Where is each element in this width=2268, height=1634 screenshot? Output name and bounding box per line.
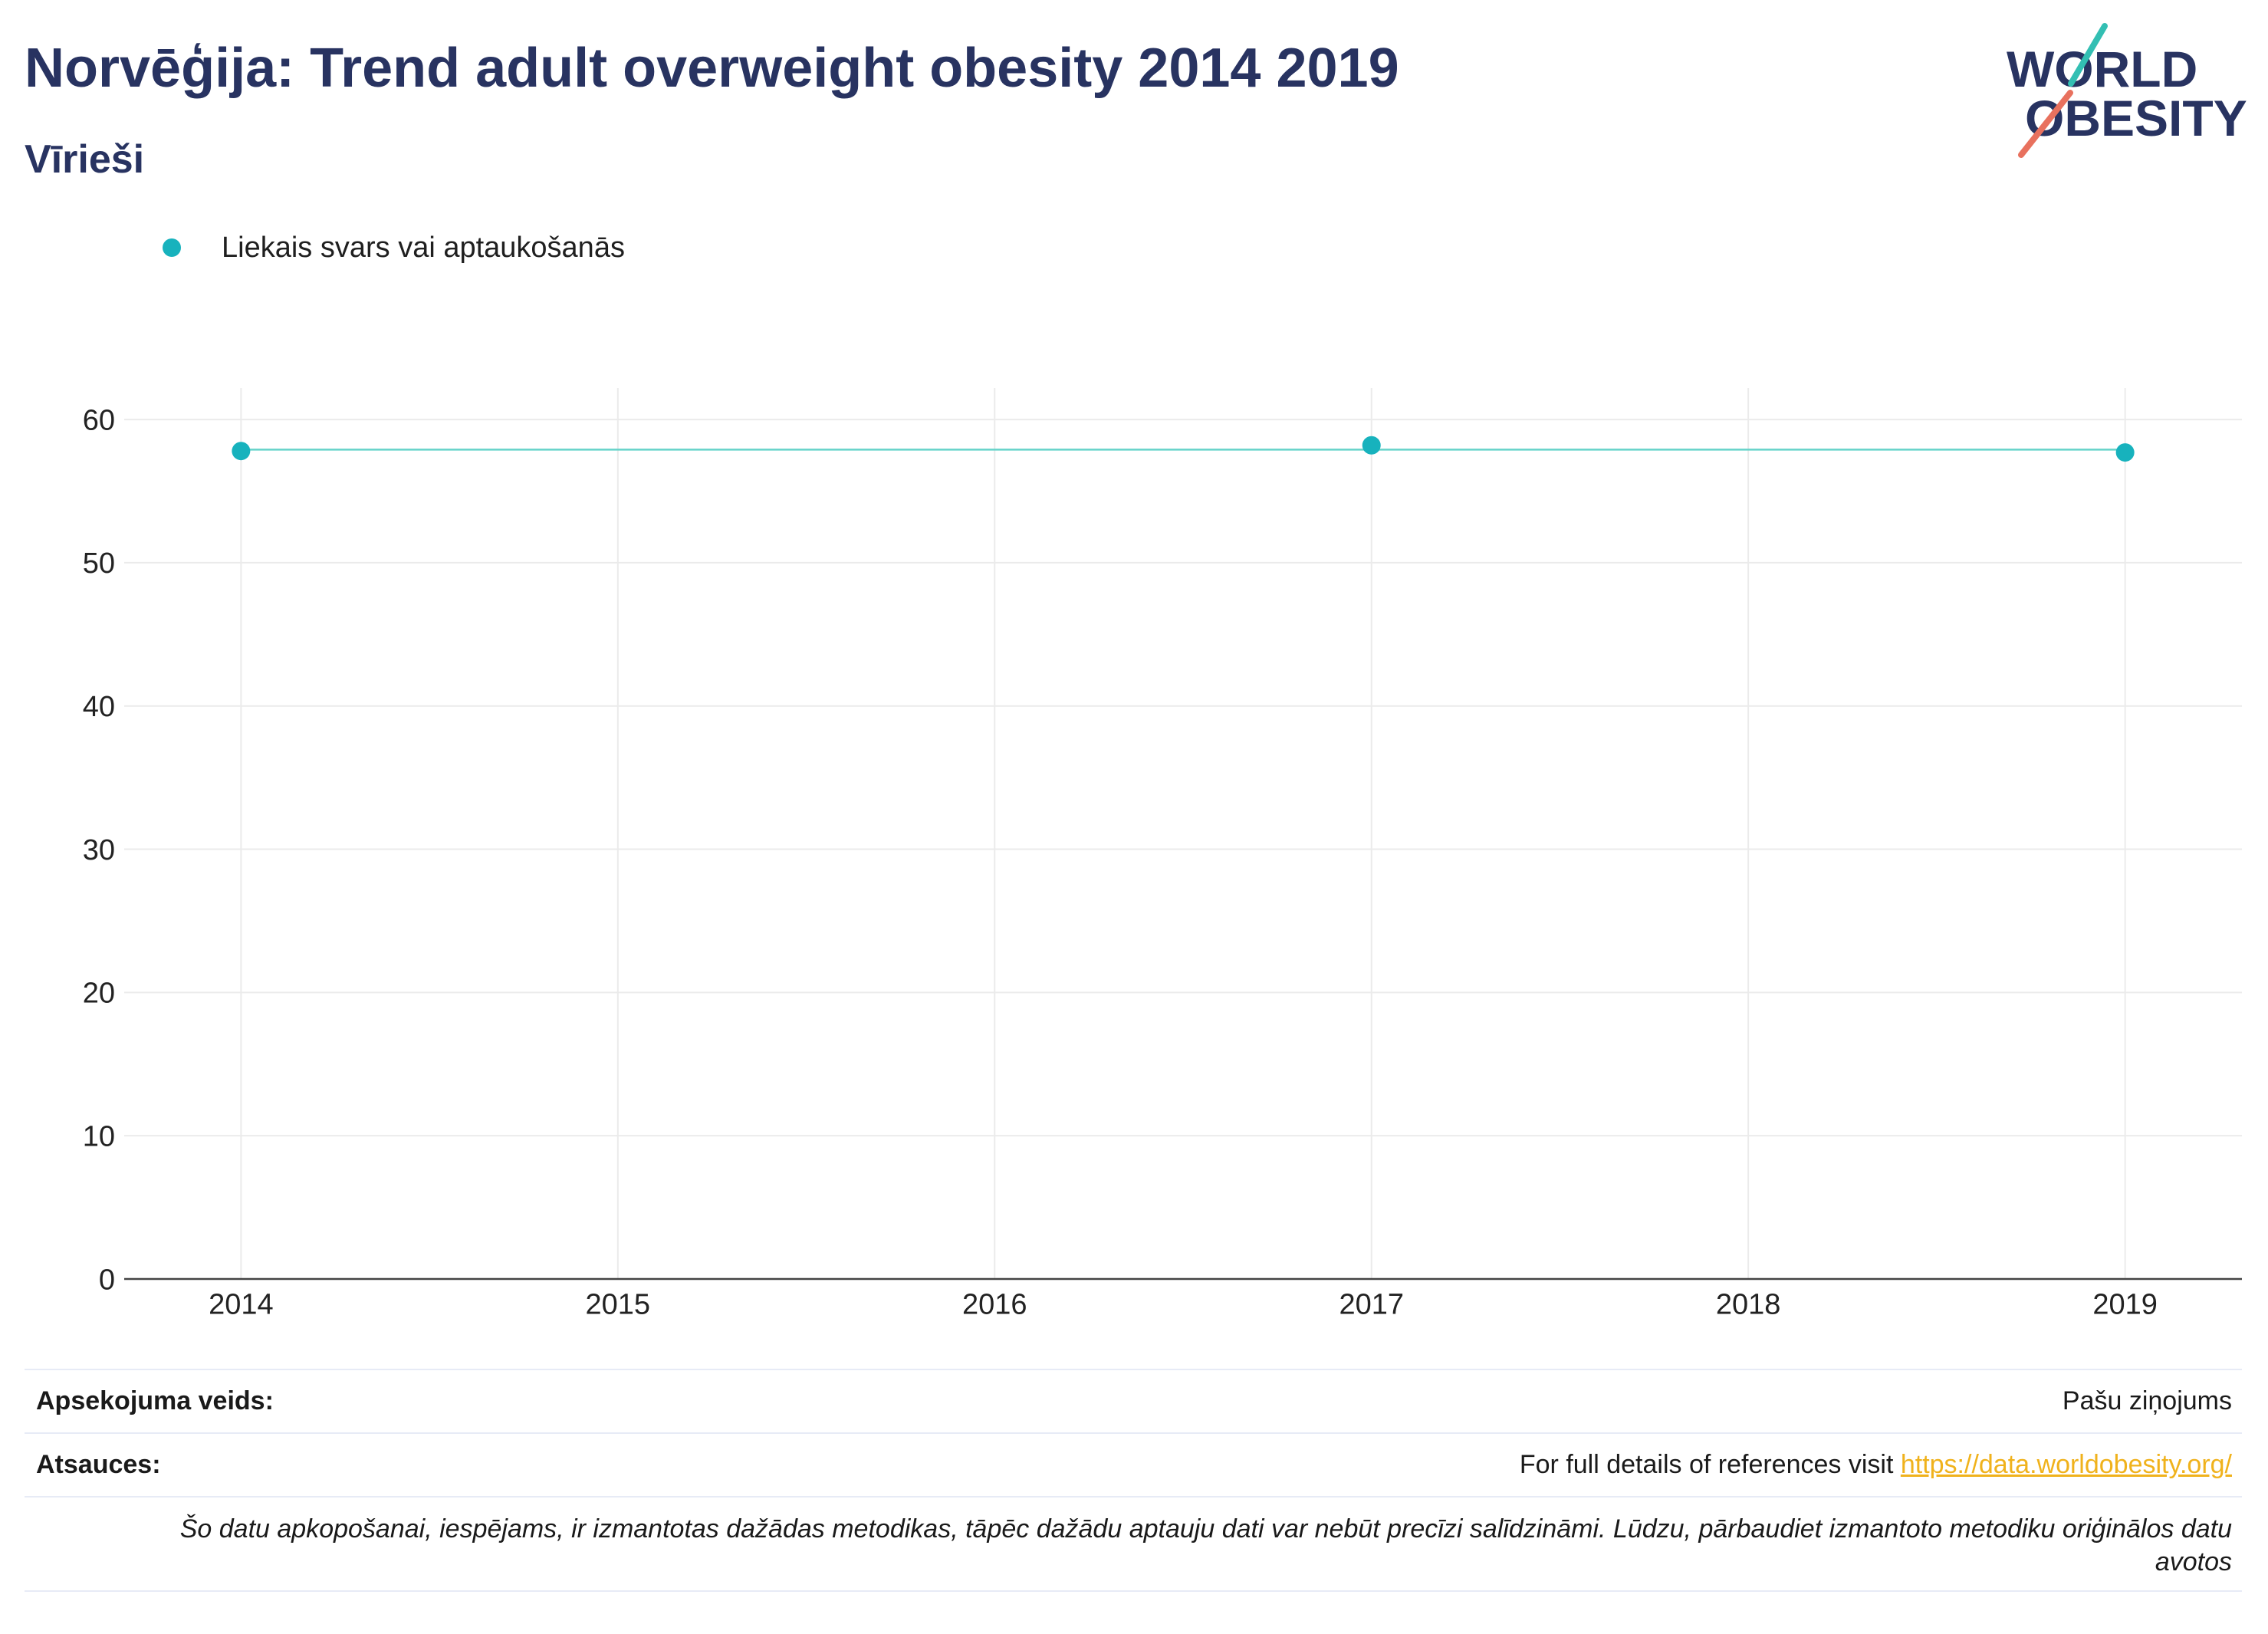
- chart-legend: Liekais svars vai aptaukošanās: [153, 228, 625, 267]
- data-point: [232, 442, 251, 461]
- data-point: [1362, 436, 1381, 455]
- methodology-note-row: Šo datu apkopošanai, iespējams, ir izman…: [25, 1498, 2242, 1592]
- references-value: For full details of references visit htt…: [1520, 1450, 2232, 1480]
- references-text: For full details of references visit: [1519, 1450, 1901, 1479]
- logo-word-world: WORLD: [2007, 41, 2197, 97]
- references-link[interactable]: https://data.worldobesity.org/: [1900, 1450, 2232, 1479]
- logo-coral-slash: [2018, 90, 2073, 158]
- y-tick-label: 10: [83, 1120, 115, 1152]
- references-label: Atsauces:: [36, 1450, 161, 1479]
- logo-word-obesity: OBESITY: [2025, 90, 2247, 146]
- survey-type-row: Apsekojuma veids: Pašu ziņojums: [25, 1370, 2242, 1434]
- chart-footer: Apsekojuma veids: Pašu ziņojums Atsauces…: [25, 1369, 2242, 1592]
- legend-marker: [163, 238, 181, 257]
- y-tick-label: 0: [99, 1264, 115, 1296]
- references-row: Atsauces: For full details of references…: [25, 1434, 2242, 1498]
- x-tick-label: 2019: [2092, 1288, 2158, 1320]
- y-tick-label: 60: [83, 404, 115, 436]
- x-tick-label: 2014: [209, 1288, 274, 1320]
- x-tick-label: 2018: [1716, 1288, 1781, 1320]
- chart-subtitle: Vīrieši: [25, 137, 145, 182]
- y-tick-label: 30: [83, 834, 115, 866]
- y-tick-label: 40: [83, 691, 115, 723]
- methodology-note: Šo datu apkopošanai, iespējams, ir izman…: [179, 1514, 2232, 1576]
- logo-teal-slash: [2068, 23, 2108, 87]
- survey-type-value: Pašu ziņojums: [2062, 1386, 2232, 1415]
- y-tick-label: 20: [83, 978, 115, 1010]
- data-point: [2115, 443, 2135, 462]
- line-chart: 0 10 20 30 40 50 60 2014 2015 2016 2017 2018 2019: [83, 388, 2242, 1320]
- y-tick-label: 50: [83, 547, 115, 580]
- x-tick-label: 2016: [962, 1288, 1027, 1320]
- world-obesity-logo: WORLD OBESITY: [2007, 23, 2247, 158]
- x-tick-label: 2017: [1339, 1288, 1404, 1320]
- x-tick-label: 2015: [586, 1288, 651, 1320]
- legend-label: Liekais svars vai aptaukošanās: [222, 232, 625, 264]
- chart-title: Norvēģija: Trend adult overweight obesit…: [25, 38, 1399, 99]
- survey-type-label: Apsekojuma veids:: [36, 1386, 274, 1415]
